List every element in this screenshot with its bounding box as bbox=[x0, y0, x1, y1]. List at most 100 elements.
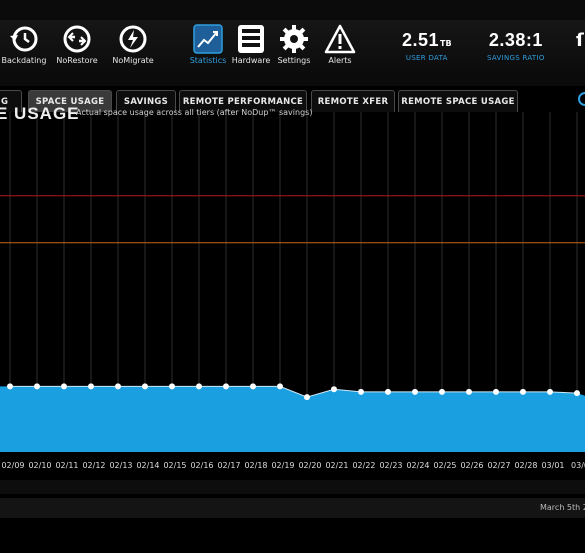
savings-ratio-value: 2.38:1 bbox=[488, 30, 543, 50]
area-fill bbox=[0, 386, 585, 452]
user-data-value: 2.51 bbox=[402, 30, 440, 50]
x-tick-label: 02/15 bbox=[163, 461, 186, 470]
tab-space-usage-label: SPACE USAGE bbox=[35, 96, 105, 107]
statistics-button[interactable]: Statistics bbox=[178, 22, 238, 70]
chart-threshold-lines bbox=[0, 195, 585, 244]
tab-remote-space-usage-label: REMOTE SPACE USAGE bbox=[401, 96, 515, 107]
statistics-label: Statistics bbox=[189, 56, 227, 65]
alerts-button[interactable]: Alerts bbox=[310, 22, 370, 70]
space-usage-chart-panel: 02/09 02/10 02/11 02/12 02/13 02/14 02/15 02/16… bbox=[0, 104, 585, 480]
data-point bbox=[412, 388, 418, 395]
data-point bbox=[250, 383, 256, 390]
tab-remote-xfer-label: REMOTE XFER bbox=[317, 96, 389, 107]
x-tick-label: 02/11 bbox=[55, 461, 78, 470]
settings-label: Settings bbox=[277, 56, 311, 65]
tab-remote-performance-label: REMOTE PERFORMANCE bbox=[182, 96, 304, 107]
chart-data-points bbox=[7, 383, 580, 401]
chart-x-tick-labels: 02/09 02/10 02/11 02/12 02/13 02/14 02/15 02/16… bbox=[1, 461, 585, 470]
data-point bbox=[61, 383, 67, 390]
x-tick-label: 02/18 bbox=[244, 461, 267, 470]
data-point bbox=[385, 388, 391, 395]
data-point bbox=[88, 383, 94, 390]
data-point bbox=[493, 388, 499, 395]
tab-remote-performance[interactable]: REMOTE PERFORMANCE bbox=[179, 90, 307, 112]
data-point bbox=[520, 388, 526, 395]
x-tick-label: 02/14 bbox=[136, 461, 159, 470]
data-point bbox=[7, 383, 13, 390]
x-tick-label: 02/10 bbox=[28, 461, 51, 470]
status-date: March 5th 2 bbox=[540, 503, 585, 512]
tab-space-usage[interactable]: SPACE USAGE bbox=[28, 90, 112, 112]
data-point bbox=[142, 383, 148, 390]
chart-footer-band bbox=[0, 480, 585, 494]
data-point bbox=[574, 390, 580, 397]
data-point bbox=[331, 386, 337, 393]
data-point bbox=[304, 394, 310, 401]
chart-icon bbox=[193, 24, 223, 54]
data-point bbox=[169, 383, 175, 390]
x-tick-label: 02/27 bbox=[487, 461, 510, 470]
chart-title: E USAGE bbox=[0, 104, 80, 123]
no-migrate-icon bbox=[119, 25, 147, 53]
x-tick-label: 02/25 bbox=[433, 461, 456, 470]
settings-button[interactable]: Settings bbox=[264, 22, 324, 70]
area-line bbox=[10, 385, 578, 398]
data-point bbox=[34, 383, 40, 390]
data-point bbox=[277, 383, 283, 390]
tab-savings[interactable]: SAVINGS bbox=[116, 90, 176, 112]
x-tick-label: 02/24 bbox=[406, 461, 429, 470]
tab-remote-space-usage[interactable]: REMOTE SPACE USAGE bbox=[398, 90, 518, 112]
tab-bar: NG SPACE USAGE SAVINGS REMOTE PERFORMANC… bbox=[0, 86, 585, 112]
nomigrate-button[interactable]: NoMigrate bbox=[103, 22, 163, 70]
x-tick-label: 02/20 bbox=[298, 461, 321, 470]
savings-ratio-caption: SAVINGS RATIO bbox=[487, 54, 545, 62]
tab-remote-xfer[interactable]: REMOTE XFER bbox=[311, 90, 395, 112]
norestore-label: NoRestore bbox=[56, 56, 98, 65]
x-tick-label: 02/19 bbox=[271, 461, 294, 470]
data-point bbox=[547, 388, 553, 395]
x-tick-label: 02/16 bbox=[190, 461, 213, 470]
user-data-metric: 2.51TB USER DATA bbox=[402, 30, 452, 62]
x-tick-label: 02/22 bbox=[352, 461, 375, 470]
norestore-button[interactable]: NoRestore bbox=[47, 22, 107, 70]
status-bar-inner bbox=[0, 498, 585, 518]
tab-partial[interactable]: NG bbox=[0, 90, 22, 112]
hardware-button[interactable]: Hardware bbox=[221, 22, 281, 70]
clock-back-icon bbox=[10, 26, 38, 52]
tab-savings-label: SAVINGS bbox=[123, 96, 169, 107]
space-usage-chart: 02/09 02/10 02/11 02/12 02/13 02/14 02/15 02/16… bbox=[0, 112, 585, 470]
data-point bbox=[115, 383, 121, 390]
backdating-label: Backdating bbox=[1, 56, 47, 65]
backdating-button[interactable]: Backdating bbox=[0, 22, 54, 70]
gear-icon bbox=[280, 25, 308, 53]
x-tick-label: 02/26 bbox=[460, 461, 483, 470]
x-tick-label: 03/01 bbox=[541, 461, 564, 470]
warning-icon bbox=[324, 24, 356, 54]
data-point bbox=[439, 388, 445, 395]
chart-subtitle: Actual space usage across all tiers (aft… bbox=[76, 108, 313, 117]
data-point bbox=[196, 383, 202, 390]
chart-area-series bbox=[0, 385, 585, 452]
tab-scroll-right-button[interactable] bbox=[578, 92, 585, 106]
data-point bbox=[223, 383, 229, 390]
x-tick-label: 02/13 bbox=[109, 461, 132, 470]
alerts-label: Alerts bbox=[328, 56, 352, 65]
x-tick-label: 03/0 bbox=[571, 461, 585, 470]
no-restore-icon bbox=[63, 25, 91, 53]
x-tick-label: 02/23 bbox=[379, 461, 402, 470]
data-point bbox=[358, 388, 364, 395]
overflow-metric-fragment: ſ bbox=[576, 30, 584, 51]
x-tick-label: 02/12 bbox=[82, 461, 105, 470]
top-toolbar: Backdating NoRestore NoMigrate Statistic… bbox=[0, 0, 585, 86]
x-tick-label: 02/21 bbox=[325, 461, 348, 470]
x-tick-label: 02/09 bbox=[1, 461, 24, 470]
hardware-icon bbox=[238, 25, 264, 53]
user-data-unit: TB bbox=[440, 39, 452, 48]
tab-partial-label: NG bbox=[0, 96, 9, 107]
user-data-caption: USER DATA bbox=[405, 54, 448, 62]
data-point bbox=[466, 388, 472, 395]
nomigrate-label: NoMigrate bbox=[112, 56, 154, 65]
x-tick-label: 02/17 bbox=[217, 461, 240, 470]
x-tick-label: 02/28 bbox=[514, 461, 537, 470]
savings-ratio-metric: 2.38:1 SAVINGS RATIO bbox=[487, 30, 545, 62]
